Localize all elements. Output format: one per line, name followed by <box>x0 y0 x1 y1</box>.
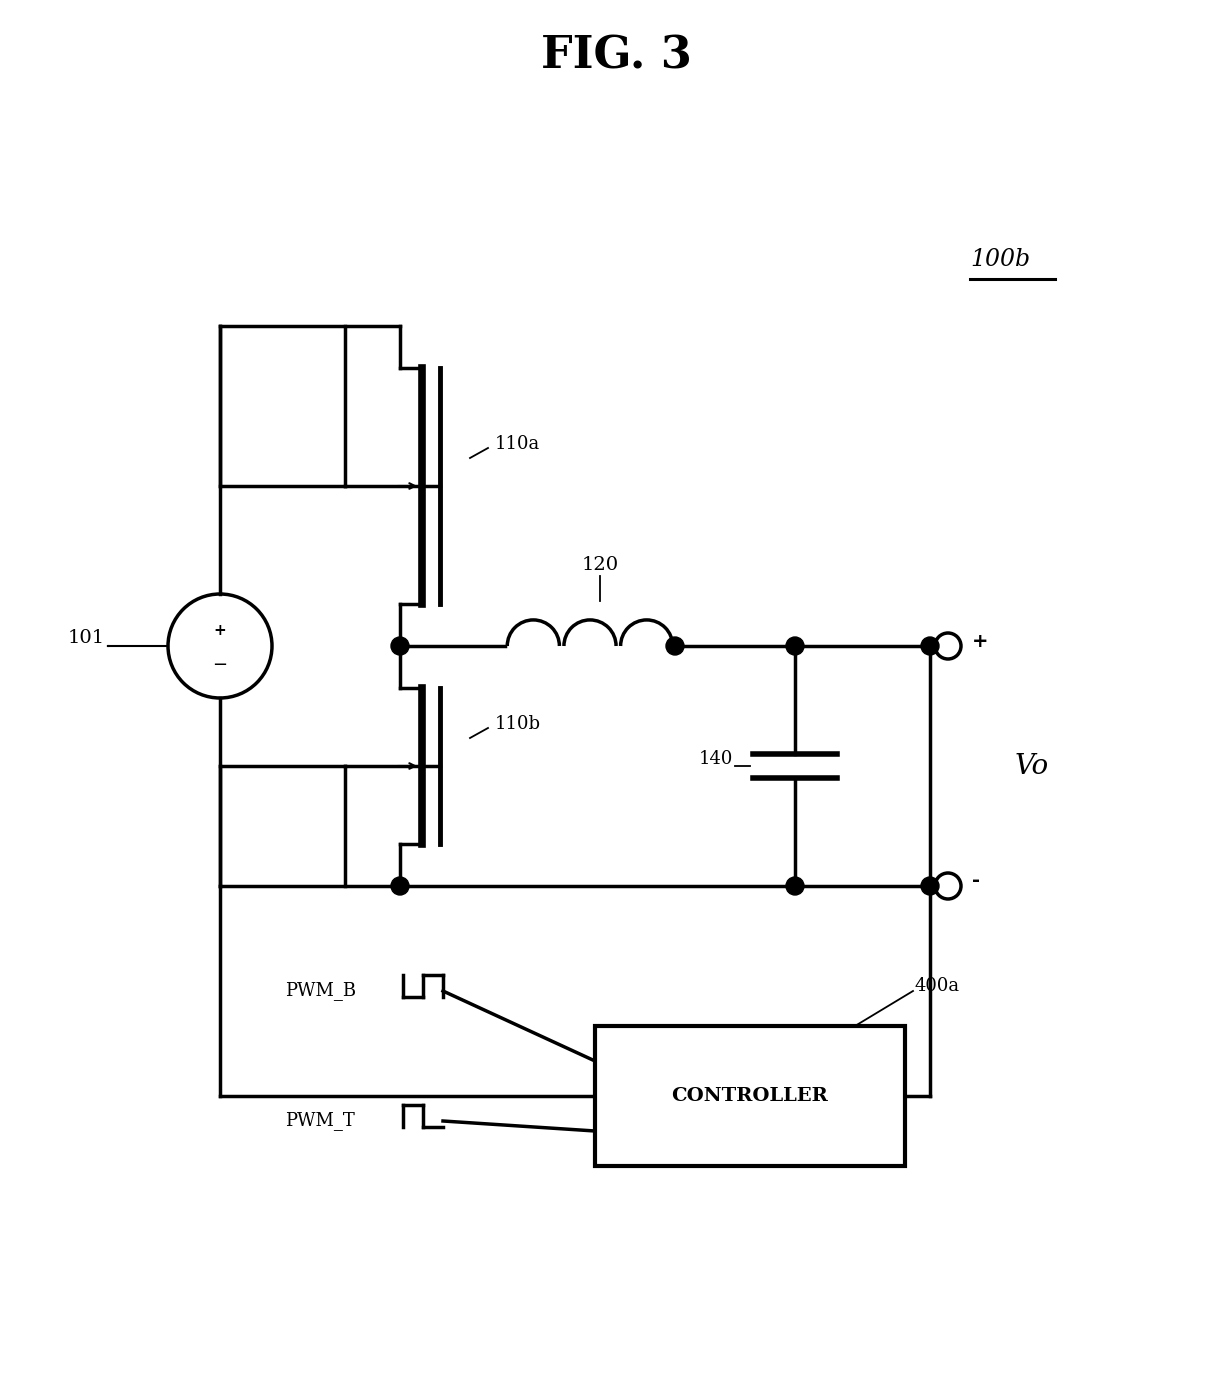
Text: 120: 120 <box>582 556 618 574</box>
Text: CONTROLLER: CONTROLLER <box>671 1087 828 1105</box>
FancyBboxPatch shape <box>595 1026 906 1165</box>
Circle shape <box>391 637 409 655</box>
Text: Vo: Vo <box>1015 753 1050 779</box>
Text: PWM_T: PWM_T <box>285 1112 355 1131</box>
Circle shape <box>786 637 804 655</box>
Text: FIG. 3: FIG. 3 <box>541 34 691 77</box>
Text: 400a: 400a <box>915 977 960 995</box>
Text: 140: 140 <box>699 750 733 768</box>
Text: 110b: 110b <box>495 716 541 733</box>
Text: 100b: 100b <box>970 248 1030 271</box>
Circle shape <box>922 637 939 655</box>
Text: +: + <box>972 632 988 651</box>
Circle shape <box>786 877 804 894</box>
Text: 101: 101 <box>68 629 105 647</box>
Text: +: + <box>213 622 227 637</box>
Circle shape <box>667 637 684 655</box>
Text: -: - <box>972 871 979 890</box>
Text: −: − <box>212 656 228 674</box>
Text: 110a: 110a <box>495 435 541 453</box>
Text: PWM_B: PWM_B <box>285 981 356 1000</box>
Circle shape <box>922 877 939 894</box>
Circle shape <box>391 877 409 894</box>
